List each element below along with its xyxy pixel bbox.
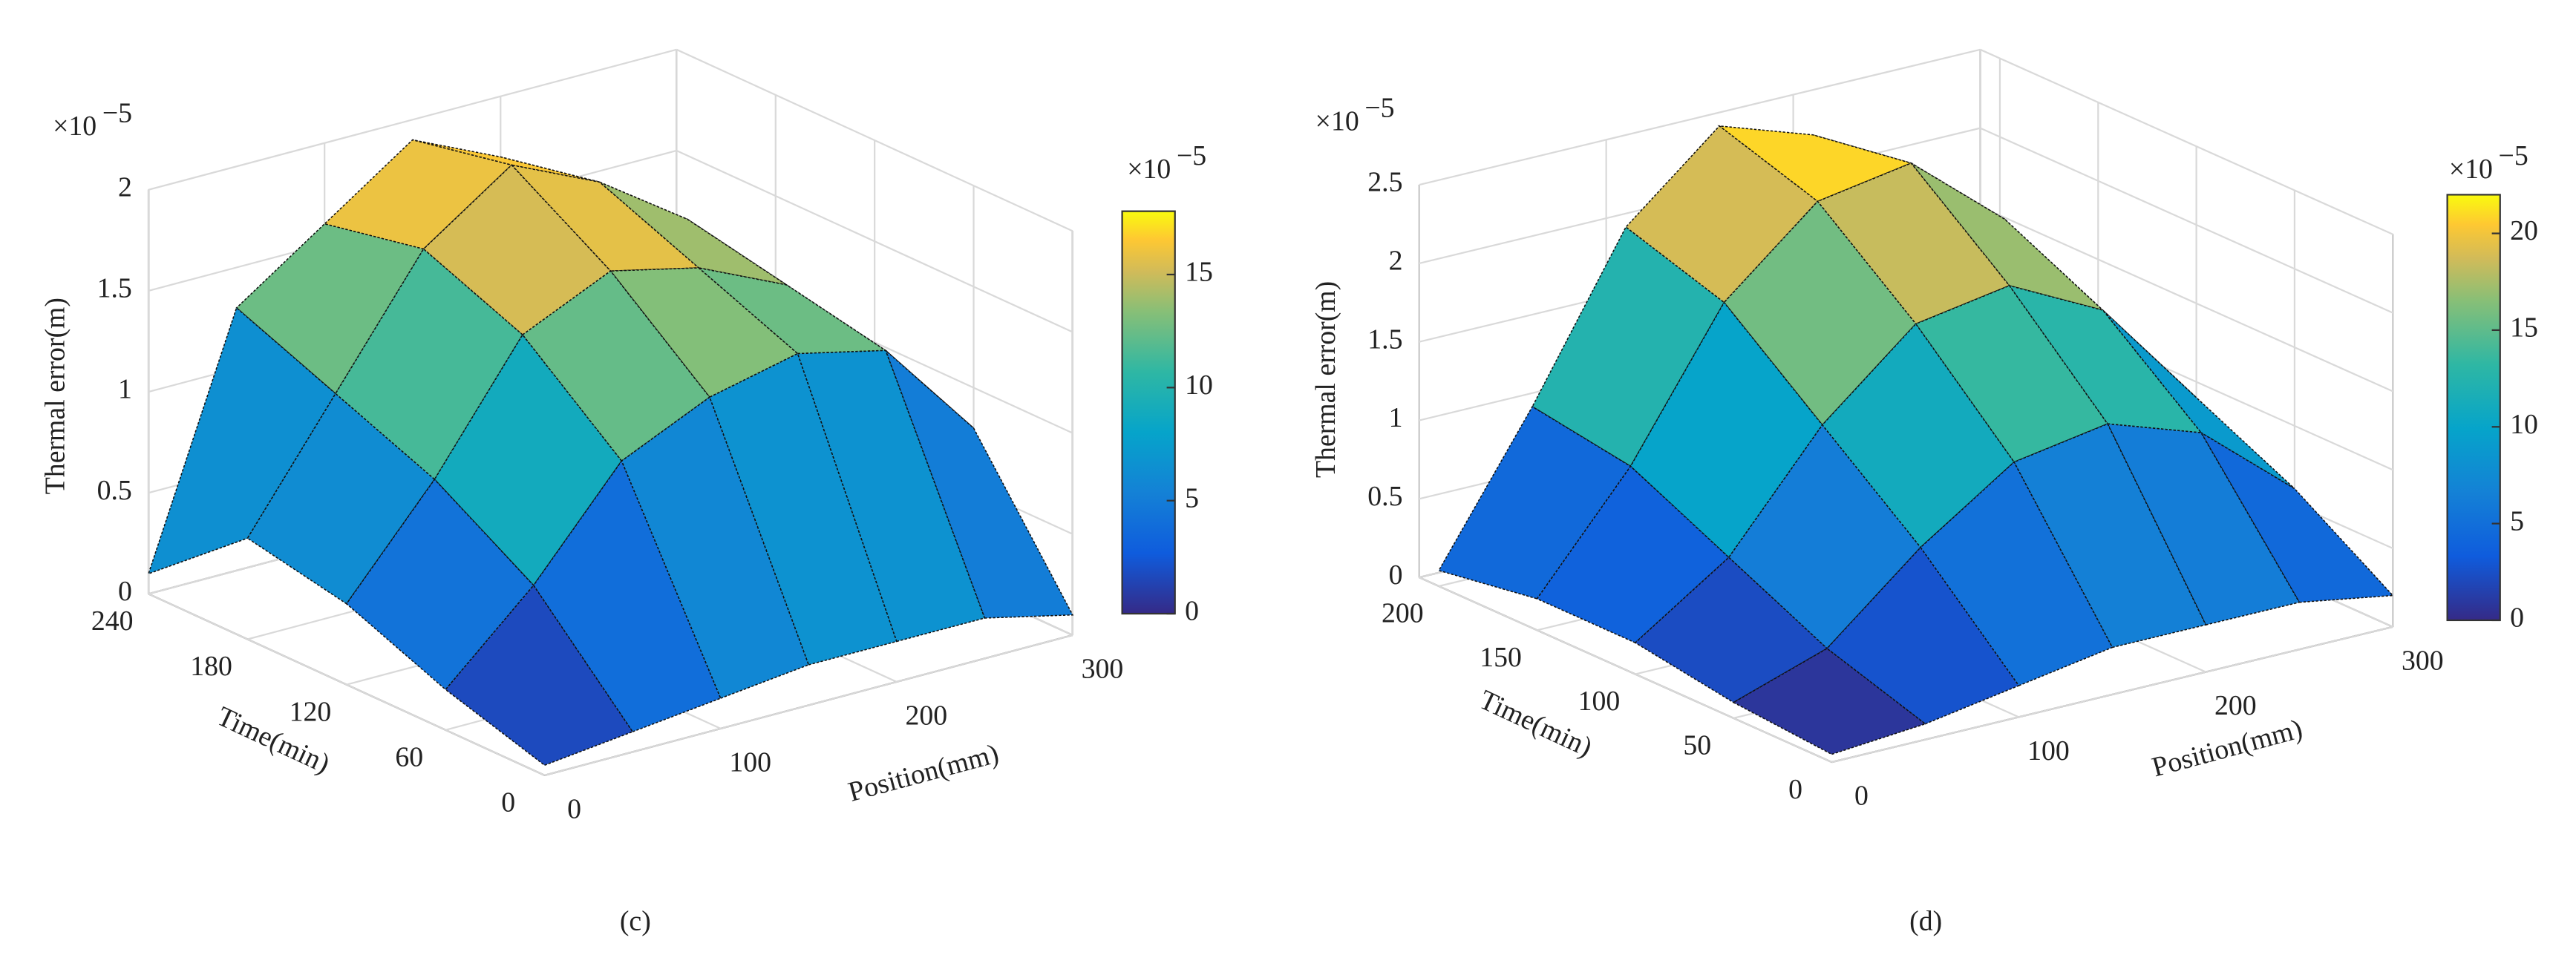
- colorbar-tick-label: 10: [1185, 370, 1213, 401]
- subplot: 00.511.522.50100200300050100150200Positi…: [1310, 48, 2538, 937]
- colorbar-tick-label: 10: [2510, 409, 2538, 440]
- surface-patch: [445, 584, 634, 766]
- surface-patch: [509, 164, 701, 272]
- z-tick-label: 0: [118, 576, 132, 607]
- colorbar: [1121, 210, 1176, 615]
- axis-multiplier: ×10: [53, 111, 97, 142]
- y-tick-label: 200: [1382, 598, 1424, 629]
- z-tick-label: 2: [1389, 246, 1403, 277]
- x-axis-label: Position(mm): [2148, 713, 2306, 783]
- surface-patch: [2199, 430, 2394, 603]
- y-tick-label: 100: [1578, 686, 1621, 717]
- subplot: 00.511.520100200300060120180240Position(…: [39, 48, 1213, 937]
- grid-line: [1980, 127, 2393, 314]
- y-tick-label: 240: [91, 605, 134, 637]
- y-tick-label: 60: [395, 741, 423, 772]
- z-tick-label: 1.5: [1367, 324, 1402, 355]
- x-tick-label: 300: [1082, 654, 1124, 685]
- y-tick-label: 0: [501, 787, 515, 818]
- surface-patch: [246, 393, 436, 605]
- x-axis-label: Position(mm): [845, 738, 1002, 808]
- colorbar-tick-label: 15: [2510, 312, 2538, 344]
- colorbar-tick-label: 5: [2510, 505, 2524, 536]
- z-tick-label: 0.5: [97, 475, 132, 506]
- x-tick-label: 200: [2214, 690, 2257, 721]
- x-tick-label: 0: [567, 793, 581, 824]
- grid-line: [1980, 48, 2393, 235]
- colorbar-multiplier: ×10: [2449, 154, 2493, 185]
- grid-line: [1419, 577, 1832, 764]
- x-tick-label: 100: [2027, 735, 2070, 766]
- colorbar-tick-label: 20: [2510, 215, 2538, 246]
- y-tick-label: 120: [290, 696, 332, 727]
- z-axis-label: Thermal error(m): [1310, 281, 1341, 478]
- surface-patch: [1915, 285, 2109, 463]
- surface-patch: [1817, 162, 2010, 325]
- axis-multiplier-exponent: −5: [102, 97, 132, 128]
- surface-patch: [1825, 546, 2020, 725]
- y-tick-label: 0: [1788, 774, 1802, 805]
- x-tick-label: 300: [2402, 645, 2444, 676]
- surface-patch: [1536, 465, 1730, 644]
- colorbar-multiplier: ×10: [1127, 154, 1171, 185]
- surface-patch: [1723, 200, 1917, 426]
- surface-patch: [434, 333, 623, 587]
- surface-patch: [708, 352, 898, 666]
- colorbar: [2446, 194, 2501, 622]
- colorbar-tick-label: 0: [1185, 596, 1199, 627]
- surface-patch: [1732, 648, 1927, 755]
- grid-line: [1419, 48, 1981, 186]
- x-tick-label: 100: [729, 746, 771, 778]
- z-tick-label: 1: [118, 374, 132, 405]
- subplot-label: (c): [620, 906, 651, 937]
- z-tick-label: 0: [1389, 559, 1403, 591]
- colorbar-multiplier-exponent: −5: [1177, 140, 1206, 171]
- y-tick-label: 180: [190, 651, 232, 682]
- z-tick-label: 2: [118, 171, 132, 203]
- colorbar-multiplier-exponent: −5: [2499, 140, 2528, 171]
- colorbar-tick-label: 15: [1185, 257, 1213, 288]
- z-tick-label: 1.5: [97, 273, 132, 304]
- axis-multiplier-exponent: −5: [1364, 93, 1394, 124]
- surface-patch: [1910, 162, 2104, 311]
- grid-line: [1831, 626, 2393, 764]
- y-tick-label: 50: [1683, 730, 1711, 761]
- surface-patch: [609, 267, 799, 398]
- grid-line: [1980, 206, 2393, 393]
- z-axis-label: Thermal error(m): [39, 298, 71, 494]
- surface-patch: [2106, 423, 2301, 626]
- z-tick-label: 2.5: [1367, 167, 1402, 198]
- x-tick-label: 200: [905, 700, 947, 732]
- colorbar-tick-label: 0: [2510, 603, 2524, 634]
- z-tick-label: 1: [1389, 402, 1403, 433]
- surface-patch: [1727, 424, 1922, 650]
- y-tick-label: 150: [1480, 642, 1522, 673]
- grid-line: [544, 634, 1073, 776]
- z-tick-label: 0.5: [1367, 481, 1402, 512]
- grid-line: [148, 48, 677, 191]
- surface-patch: [1920, 461, 2114, 686]
- colorbar-tick-label: 5: [1185, 482, 1199, 513]
- subplot-label: (d): [1909, 906, 1942, 937]
- x-tick-label: 0: [1854, 781, 1869, 812]
- axis-multiplier: ×10: [1315, 106, 1359, 137]
